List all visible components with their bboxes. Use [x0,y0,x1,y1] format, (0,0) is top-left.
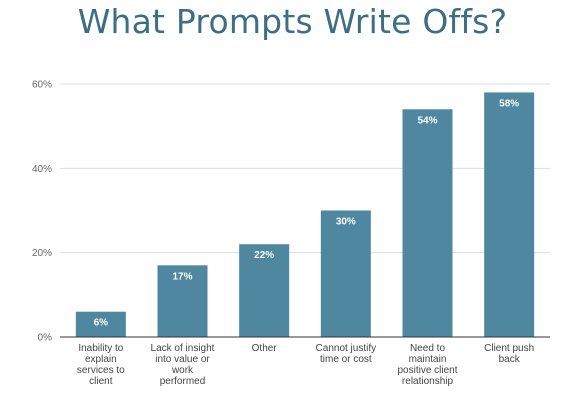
chart-title: What Prompts Write Offs? [77,2,508,41]
x-axis-category-labels: Inability to explain services to client Lack… [77,343,534,387]
bar [402,109,453,337]
y-axis-tick-labels: 0% 20% 40% 60% [32,80,52,344]
x-tick-label: Other [252,343,278,354]
gridlines [60,83,550,254]
x-tick-label: Client push back [484,343,534,365]
bar [75,311,126,337]
y-tick-label: 40% [32,164,52,175]
x-tick-label: Cannot justify time or cost [316,343,377,365]
data-labels: 6% 17% 22% 30% 54% 58% [94,98,520,328]
x-tick-label: Lack of insight into value or work performe… [151,343,215,387]
y-tick-label: 60% [32,80,52,91]
data-label: 17% [172,271,192,282]
bar [239,244,290,337]
data-label: 54% [417,115,437,126]
x-tick-label: Inability to explain services to client [77,343,125,387]
bars [75,92,535,337]
data-label: 6% [94,318,109,329]
bar [157,265,208,337]
data-label: 22% [254,250,274,261]
bar [484,92,535,337]
bar [320,210,371,337]
data-label: 58% [499,98,519,109]
y-tick-label: 0% [38,333,53,344]
data-label: 30% [336,217,356,228]
y-tick-label: 20% [32,248,52,259]
x-tick-label: Need to maintain positive client relationsh… [397,343,457,387]
